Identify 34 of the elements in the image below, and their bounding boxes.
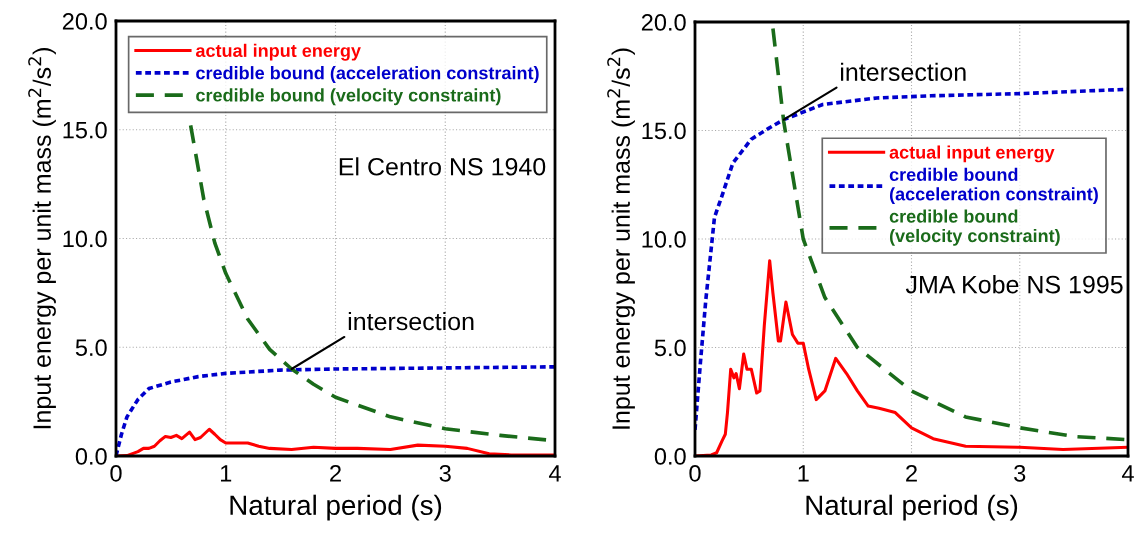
legend-label: actual input energy bbox=[195, 43, 361, 61]
legend-label: credible bound (velocity constraint) bbox=[889, 209, 1060, 246]
legend-label: credible bound (velocity constraint) bbox=[196, 88, 501, 106]
y-axis-title: Input energy per unit mass (m$^{2}$/s$^{2}$) bbox=[28, 48, 56, 429]
x-axis-title: Natural period (s) bbox=[230, 494, 442, 521]
x-tick-label: 3 bbox=[439, 464, 451, 482]
x-tick-label: 2 bbox=[330, 464, 341, 482]
annotation: El Centro NS 1940 bbox=[339, 157, 546, 176]
x-tick-label: 4 bbox=[1121, 465, 1134, 482]
y-tick-label: 0.0 bbox=[654, 448, 686, 465]
x-tick-label: 0 bbox=[689, 464, 701, 482]
x-tick-label: 1 bbox=[798, 465, 809, 482]
x-tick-label: 0 bbox=[110, 464, 122, 482]
annotation: intersection bbox=[348, 311, 474, 331]
legend-label: credible bound (acceleration constraint) bbox=[889, 167, 1098, 205]
y-tick-label: 5.0 bbox=[654, 339, 686, 357]
y-tick-label: 20.0 bbox=[641, 14, 686, 31]
x-axis-title: Natural period (s) bbox=[806, 494, 1018, 521]
y-tick-label: 10.0 bbox=[642, 231, 686, 248]
y-tick-label: 10.0 bbox=[63, 230, 107, 248]
y-tick-label: 15.0 bbox=[63, 121, 107, 139]
legend-label: credible bound (acceleration constraint) bbox=[196, 66, 539, 83]
y-tick-label: 5.0 bbox=[75, 339, 107, 357]
y-axis-title: Input energy per unit mass (m$^{2}$/s$^{2}$) bbox=[607, 48, 635, 429]
y-tick-label: 20.0 bbox=[62, 13, 107, 30]
x-tick-label: 3 bbox=[1014, 464, 1026, 482]
legend-label: actual input energy bbox=[889, 145, 1055, 163]
x-tick-label: 4 bbox=[548, 465, 561, 482]
annotation: intersection bbox=[840, 62, 966, 82]
y-tick-label: 15.0 bbox=[642, 122, 686, 140]
x-tick-label: 1 bbox=[220, 465, 232, 482]
x-tick-label: 2 bbox=[906, 464, 917, 482]
annotation: JMA Kobe NS 1995 bbox=[905, 275, 1123, 294]
y-tick-label: 0.0 bbox=[75, 448, 107, 465]
